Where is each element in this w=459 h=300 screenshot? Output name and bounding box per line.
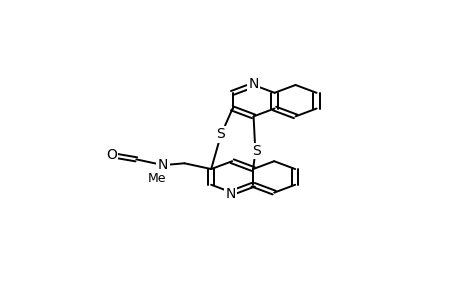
Text: O: O: [106, 148, 117, 162]
Text: S: S: [216, 128, 224, 141]
Text: N: N: [157, 158, 168, 172]
Text: Me: Me: [147, 172, 166, 185]
Text: N: N: [248, 77, 258, 91]
Text: N: N: [225, 187, 235, 201]
Text: S: S: [251, 144, 260, 158]
